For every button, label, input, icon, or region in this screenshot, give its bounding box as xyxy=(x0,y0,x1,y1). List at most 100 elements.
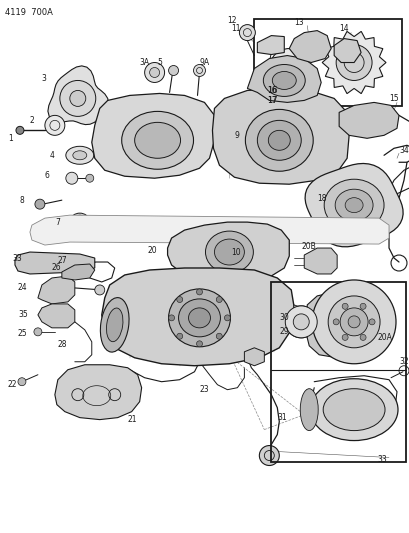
Text: 30: 30 xyxy=(279,313,288,322)
Circle shape xyxy=(341,334,347,341)
Circle shape xyxy=(283,62,294,75)
Ellipse shape xyxy=(134,123,180,158)
Circle shape xyxy=(66,172,78,184)
Polygon shape xyxy=(306,292,363,358)
Text: 25: 25 xyxy=(18,329,27,338)
Circle shape xyxy=(312,280,395,364)
Ellipse shape xyxy=(73,151,87,160)
Text: 21: 21 xyxy=(127,415,137,424)
Circle shape xyxy=(60,80,96,116)
Polygon shape xyxy=(92,93,214,178)
Polygon shape xyxy=(30,215,388,245)
Text: 5: 5 xyxy=(157,58,162,67)
Ellipse shape xyxy=(106,308,123,342)
Polygon shape xyxy=(167,222,289,282)
Polygon shape xyxy=(62,264,94,280)
Text: 31: 31 xyxy=(276,413,286,422)
Circle shape xyxy=(74,215,85,225)
Text: 26: 26 xyxy=(52,263,61,272)
Polygon shape xyxy=(333,38,360,62)
Text: 2: 2 xyxy=(30,116,35,125)
Ellipse shape xyxy=(334,189,372,221)
Ellipse shape xyxy=(71,213,89,227)
Circle shape xyxy=(176,296,182,303)
Polygon shape xyxy=(338,102,398,139)
Circle shape xyxy=(18,378,26,386)
Text: 8: 8 xyxy=(20,196,25,205)
Circle shape xyxy=(196,289,202,295)
Ellipse shape xyxy=(310,379,397,441)
Text: 3A: 3A xyxy=(139,58,149,67)
Circle shape xyxy=(94,285,104,295)
Circle shape xyxy=(347,316,359,328)
Text: 14: 14 xyxy=(338,24,348,33)
Ellipse shape xyxy=(66,146,94,164)
Bar xyxy=(271,282,405,462)
Text: 15: 15 xyxy=(388,94,398,103)
Polygon shape xyxy=(247,55,320,102)
Polygon shape xyxy=(303,248,336,274)
Text: 6: 6 xyxy=(45,171,49,180)
Text: 17: 17 xyxy=(267,96,277,105)
Circle shape xyxy=(339,308,367,336)
Text: 29: 29 xyxy=(279,327,288,336)
Circle shape xyxy=(368,319,374,325)
Circle shape xyxy=(292,314,308,330)
Text: 1: 1 xyxy=(8,134,13,143)
Polygon shape xyxy=(212,88,348,184)
Circle shape xyxy=(269,49,308,88)
Circle shape xyxy=(196,341,202,347)
Circle shape xyxy=(224,315,230,321)
Circle shape xyxy=(259,446,279,465)
Circle shape xyxy=(193,64,205,76)
Polygon shape xyxy=(48,66,108,125)
Polygon shape xyxy=(15,252,94,274)
Polygon shape xyxy=(304,164,402,247)
Text: 11: 11 xyxy=(231,24,240,33)
Ellipse shape xyxy=(214,239,244,265)
Ellipse shape xyxy=(178,299,220,337)
Polygon shape xyxy=(321,31,385,94)
Circle shape xyxy=(70,91,85,107)
Polygon shape xyxy=(257,36,283,54)
Text: 12: 12 xyxy=(227,16,236,25)
Circle shape xyxy=(149,68,159,77)
Bar xyxy=(254,19,401,107)
Circle shape xyxy=(144,62,164,83)
Text: 16: 16 xyxy=(267,86,276,95)
Text: 20B: 20B xyxy=(301,241,315,251)
Ellipse shape xyxy=(267,131,290,150)
Text: 33: 33 xyxy=(376,455,386,464)
Ellipse shape xyxy=(322,389,384,431)
Ellipse shape xyxy=(344,198,362,213)
Text: 4119  700A: 4119 700A xyxy=(5,8,53,17)
Circle shape xyxy=(285,306,317,338)
Circle shape xyxy=(359,334,365,341)
Text: 4: 4 xyxy=(50,151,55,160)
Text: 13: 13 xyxy=(294,18,303,27)
Circle shape xyxy=(34,328,42,336)
Text: 16: 16 xyxy=(267,86,277,95)
Text: 32: 32 xyxy=(398,357,408,366)
Ellipse shape xyxy=(245,109,312,171)
Text: 7: 7 xyxy=(55,217,60,227)
Circle shape xyxy=(45,115,65,135)
Text: 9: 9 xyxy=(234,131,239,140)
Polygon shape xyxy=(363,305,378,320)
Ellipse shape xyxy=(257,120,301,160)
Text: 35: 35 xyxy=(18,310,28,319)
Text: 23: 23 xyxy=(199,385,209,394)
Circle shape xyxy=(341,303,347,309)
Ellipse shape xyxy=(299,389,317,431)
Circle shape xyxy=(16,126,24,134)
Text: 24: 24 xyxy=(18,284,27,293)
Circle shape xyxy=(85,174,94,182)
Text: 34: 34 xyxy=(398,146,408,155)
Circle shape xyxy=(239,25,255,41)
Text: 28: 28 xyxy=(58,340,67,349)
Polygon shape xyxy=(289,30,330,62)
Text: 3: 3 xyxy=(42,74,47,83)
Text: 17: 17 xyxy=(267,96,276,105)
Polygon shape xyxy=(55,365,141,419)
Text: 10: 10 xyxy=(231,247,240,256)
